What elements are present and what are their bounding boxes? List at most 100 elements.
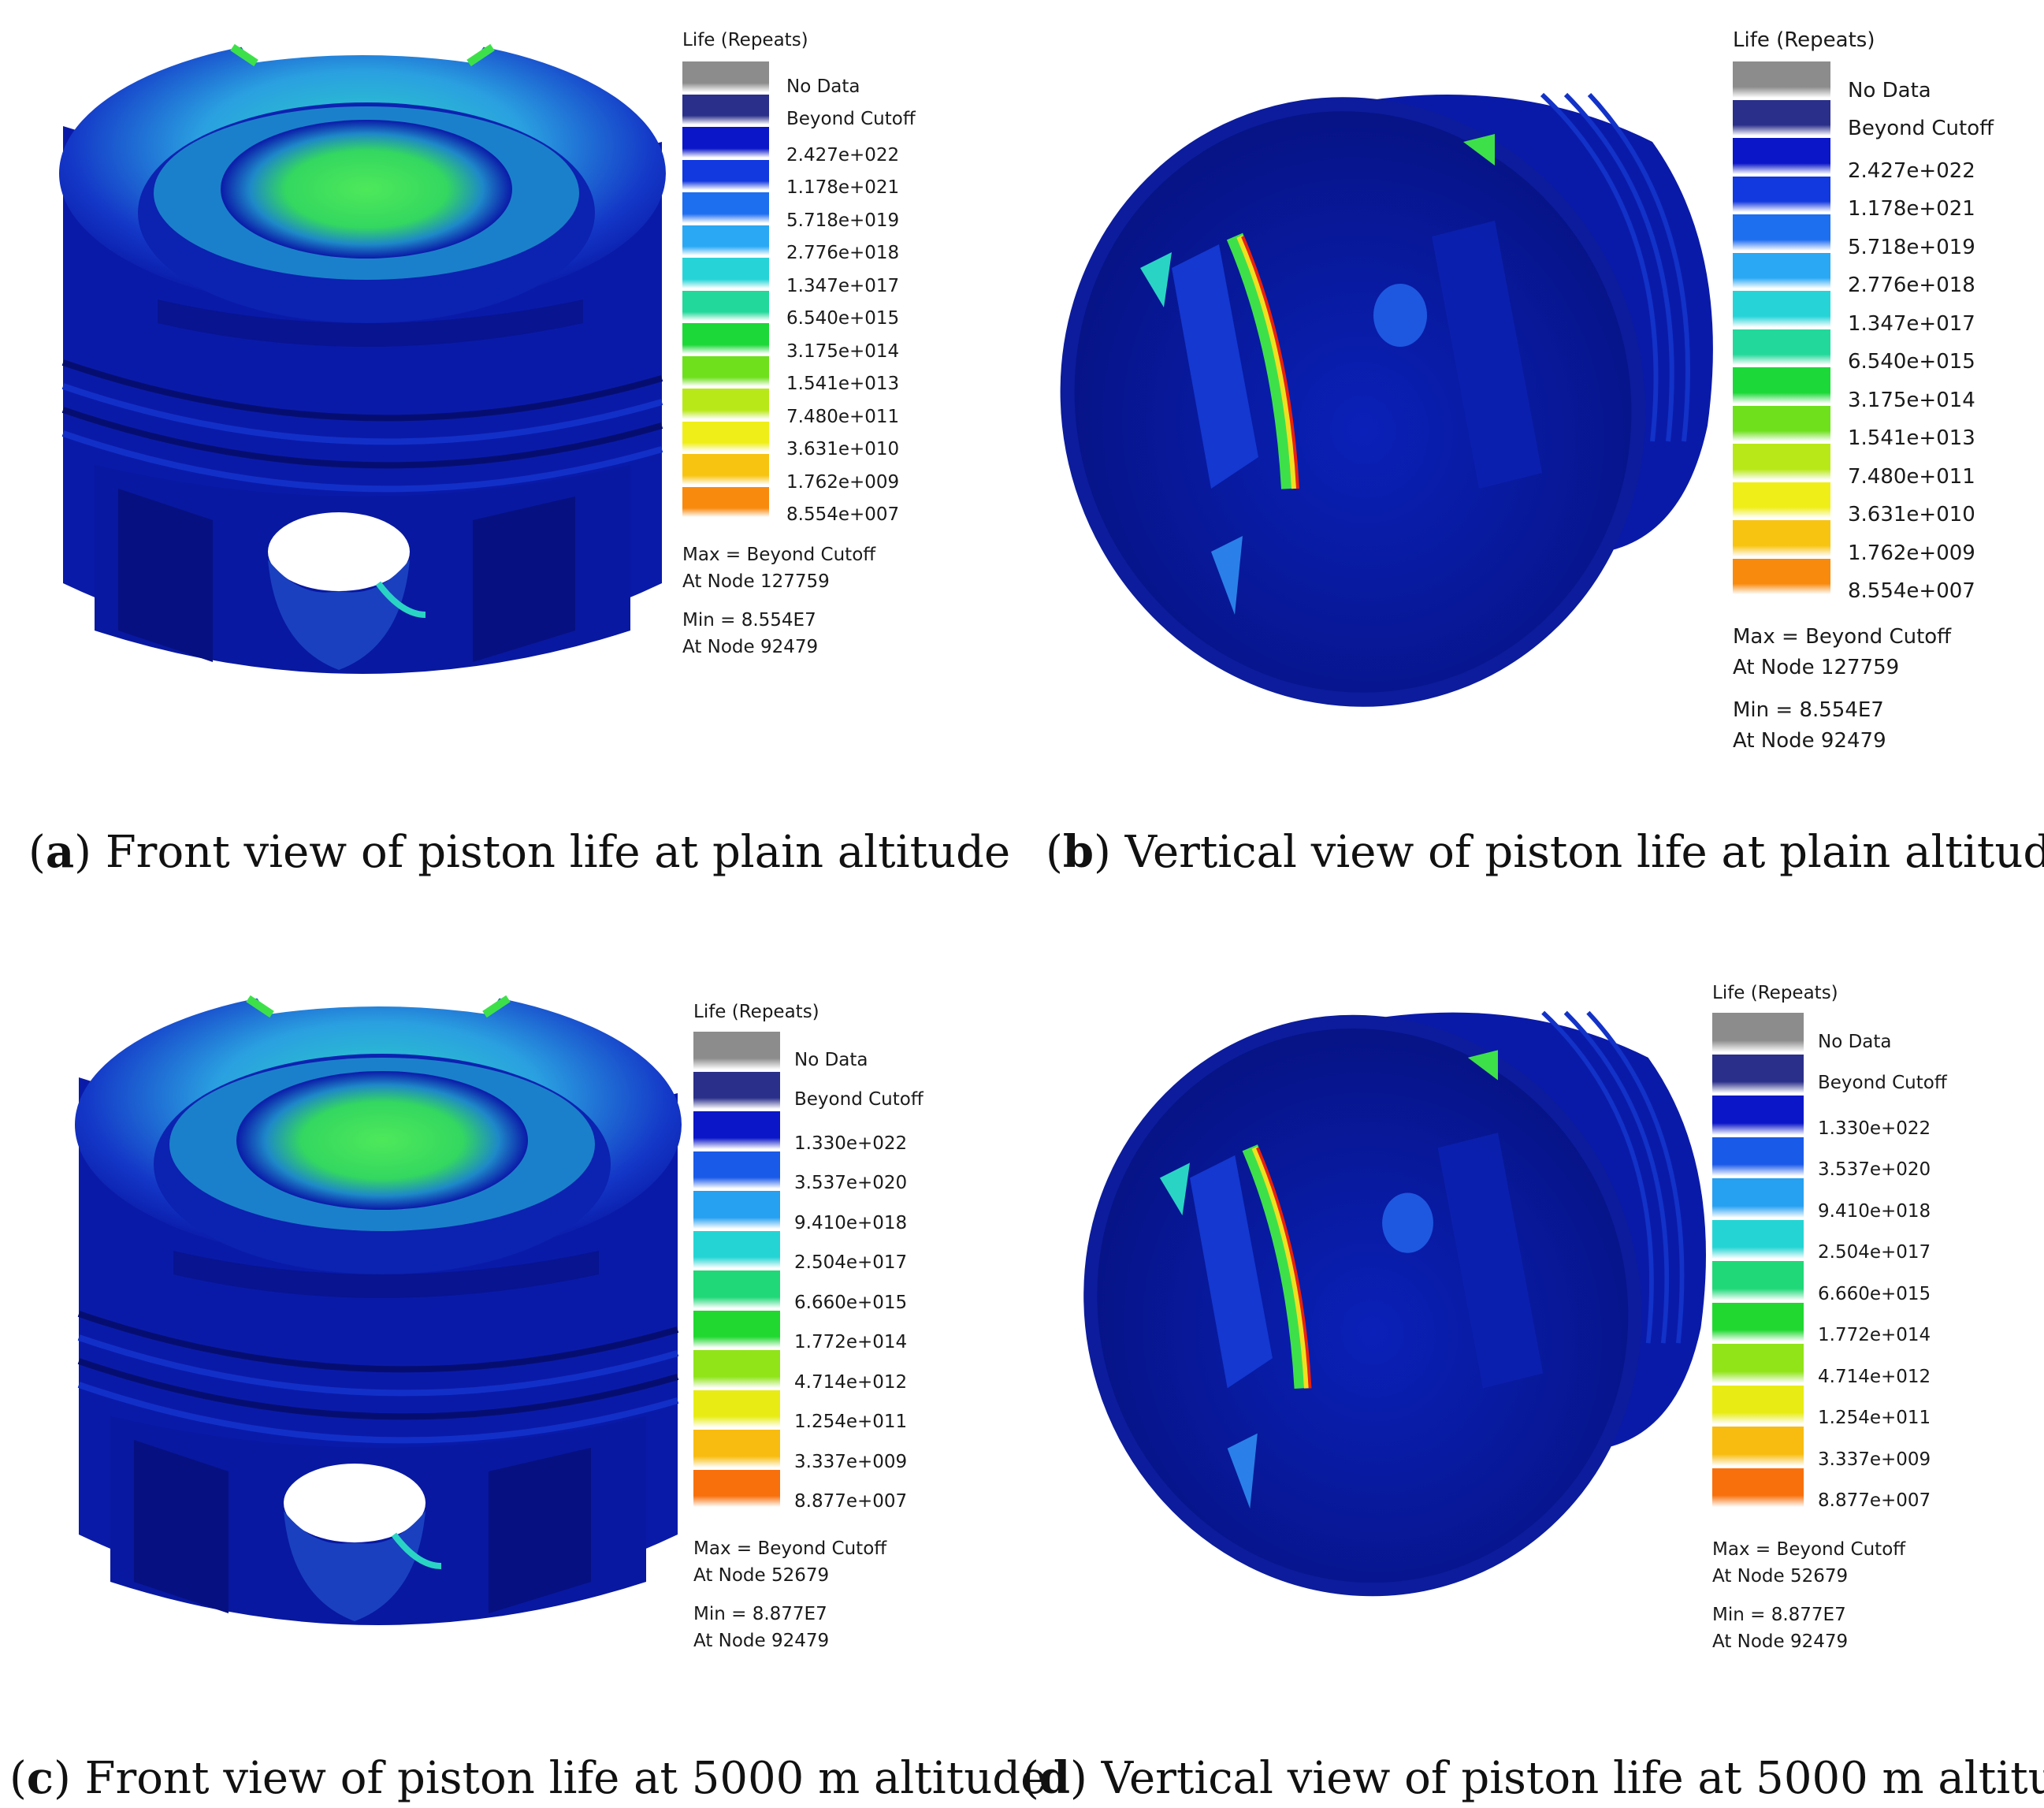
- center-highlight: [1373, 284, 1427, 347]
- legend-swatch: [1733, 444, 1830, 482]
- legend-swatch: [693, 1350, 780, 1390]
- legend-swatch: [682, 192, 769, 225]
- legend-swatch: [1733, 329, 1830, 367]
- stress-band-yellow: [1251, 1146, 1310, 1389]
- legend-swatch: [1712, 1054, 1804, 1096]
- legend-label: 5.718e+019: [1848, 235, 1975, 259]
- caption-letter: c: [26, 1752, 54, 1804]
- legend-swatch: [1733, 138, 1830, 177]
- legend-swatch: [682, 421, 769, 454]
- legend-label: 4.714e+012: [1818, 1366, 1931, 1387]
- legend-swatch: [682, 61, 769, 95]
- legend-label: 1.541e+013: [786, 374, 900, 395]
- legend-label: 6.540e+015: [786, 308, 900, 329]
- legend-title: Life (Repeats): [682, 30, 808, 50]
- panel-a: Life (Repeats) No Data Beyond Cutoff 2.427e…: [0, 0, 1022, 904]
- legend-label: Beyond Cutoff: [1818, 1073, 1947, 1094]
- pin-boss: [268, 560, 410, 670]
- side-window-right: [473, 497, 575, 662]
- panel-c: Life (Repeats) No Data Beyond Cutoff 1.330e…: [0, 904, 1046, 1808]
- legend-swatch: [1712, 1219, 1804, 1261]
- legend-label: 3.631e+010: [786, 439, 900, 460]
- valve-notch: [236, 28, 489, 63]
- legend-swatch: [1712, 1385, 1804, 1427]
- caption-text: Vertical view of piston life at 5000 m a…: [1101, 1753, 2044, 1804]
- legend-label: 3.631e+010: [1848, 503, 1975, 527]
- caption-letter: d: [1039, 1752, 1071, 1804]
- ring-groove: [1541, 1010, 1654, 1344]
- caption-letter: a: [45, 826, 75, 878]
- stress-band-red: [1256, 1147, 1312, 1389]
- legend-max-node: At Node 52679: [693, 1565, 830, 1587]
- legend-label: 1.347e+017: [1848, 311, 1975, 336]
- legend-min-line: Min = 8.554E7: [682, 609, 816, 631]
- piston-vertical-render: [1060, 92, 1713, 707]
- legend-swatch: [1733, 482, 1830, 520]
- legend-label: 1.772e+014: [794, 1332, 908, 1353]
- legend-label: No Data: [1848, 78, 1931, 102]
- legend-min-node: At Node 92479: [1733, 729, 1886, 753]
- legend-label: 4.714e+012: [794, 1371, 908, 1393]
- legend-swatch: [693, 1151, 780, 1191]
- crown-dome: [221, 120, 512, 259]
- ring-groove: [77, 1334, 679, 1397]
- legend-label: 9.410e+018: [794, 1212, 908, 1233]
- pin-boss: [284, 1511, 426, 1621]
- legend-label: 1.330e+022: [794, 1133, 908, 1154]
- ring-groove: [1540, 92, 1659, 442]
- legend-swatch: [682, 486, 769, 519]
- legend-swatch: [1733, 214, 1830, 253]
- legend-title: Life (Repeats): [1733, 28, 1875, 52]
- legend-swatch: [1733, 176, 1830, 214]
- ring-groove: [77, 1382, 679, 1444]
- legend-label: Beyond Cutoff: [794, 1089, 924, 1110]
- legend-label: 7.480e+011: [1848, 464, 1975, 489]
- legend-swatch: [1733, 252, 1830, 291]
- legend-label: 2.427e+022: [1848, 158, 1975, 183]
- legend-max-line: Max = Beyond Cutoff: [693, 1538, 887, 1559]
- center-highlight: [1382, 1192, 1433, 1253]
- legend-swatch: [1712, 1096, 1804, 1137]
- caption-text: Front view of piston life at plain altit…: [105, 827, 1011, 878]
- ring-groove: [1587, 92, 1690, 442]
- caption: (a) Front view of piston life at plain a…: [28, 826, 1011, 878]
- stress-spot-cyan: [1140, 252, 1172, 307]
- legend-swatch: [1733, 367, 1830, 406]
- legend-label: 8.877e+007: [794, 1491, 908, 1512]
- legend-label: 3.175e+014: [786, 340, 900, 362]
- legend-label: 1.762e+009: [786, 471, 900, 493]
- legend-label: 6.660e+015: [1818, 1283, 1931, 1304]
- legend-min-line: Min = 8.877E7: [1712, 1604, 1846, 1625]
- legend-swatch: [1733, 558, 1830, 597]
- side-window-left: [134, 1440, 229, 1613]
- ring-groove: [61, 407, 663, 469]
- legend-label: 7.480e+011: [786, 406, 900, 427]
- legend-swatch: [693, 1032, 780, 1072]
- legend-swatch: [1712, 1013, 1804, 1055]
- pin-boss-left: [1172, 244, 1258, 489]
- legend-swatch: [682, 454, 769, 487]
- legend-label: 2.427e+022: [786, 144, 900, 166]
- legend-label: No Data: [794, 1049, 868, 1070]
- legend-label: 1.254e+011: [794, 1412, 908, 1433]
- legend-min-node: At Node 92479: [1712, 1631, 1849, 1653]
- crown-lip: [173, 1251, 599, 1298]
- ring-groove: [1563, 1010, 1670, 1344]
- legend-swatch: [1712, 1427, 1804, 1468]
- legend-max-node: At Node 127759: [1733, 655, 1900, 679]
- legend-swatch: [682, 355, 769, 389]
- legend-swatch: [693, 1270, 780, 1311]
- valve-notch: [252, 979, 504, 1014]
- side-window-left: [118, 489, 213, 662]
- legend-swatch: [1733, 99, 1830, 138]
- legend-label: 3.537e+020: [794, 1173, 908, 1194]
- caption: (d) Vertical view of piston life at 5000…: [1022, 1752, 2044, 1804]
- legend-swatch: [1712, 1468, 1804, 1509]
- legend-max-node: At Node 127759: [682, 571, 830, 593]
- legend-label: 2.504e+017: [794, 1252, 908, 1274]
- legend-swatch: [693, 1071, 780, 1111]
- legend-label: 5.718e+019: [786, 210, 900, 231]
- ring-groove: [77, 1358, 679, 1420]
- legend-min-line: Min = 8.554E7: [1733, 698, 1884, 723]
- legend-swatch: [682, 258, 769, 291]
